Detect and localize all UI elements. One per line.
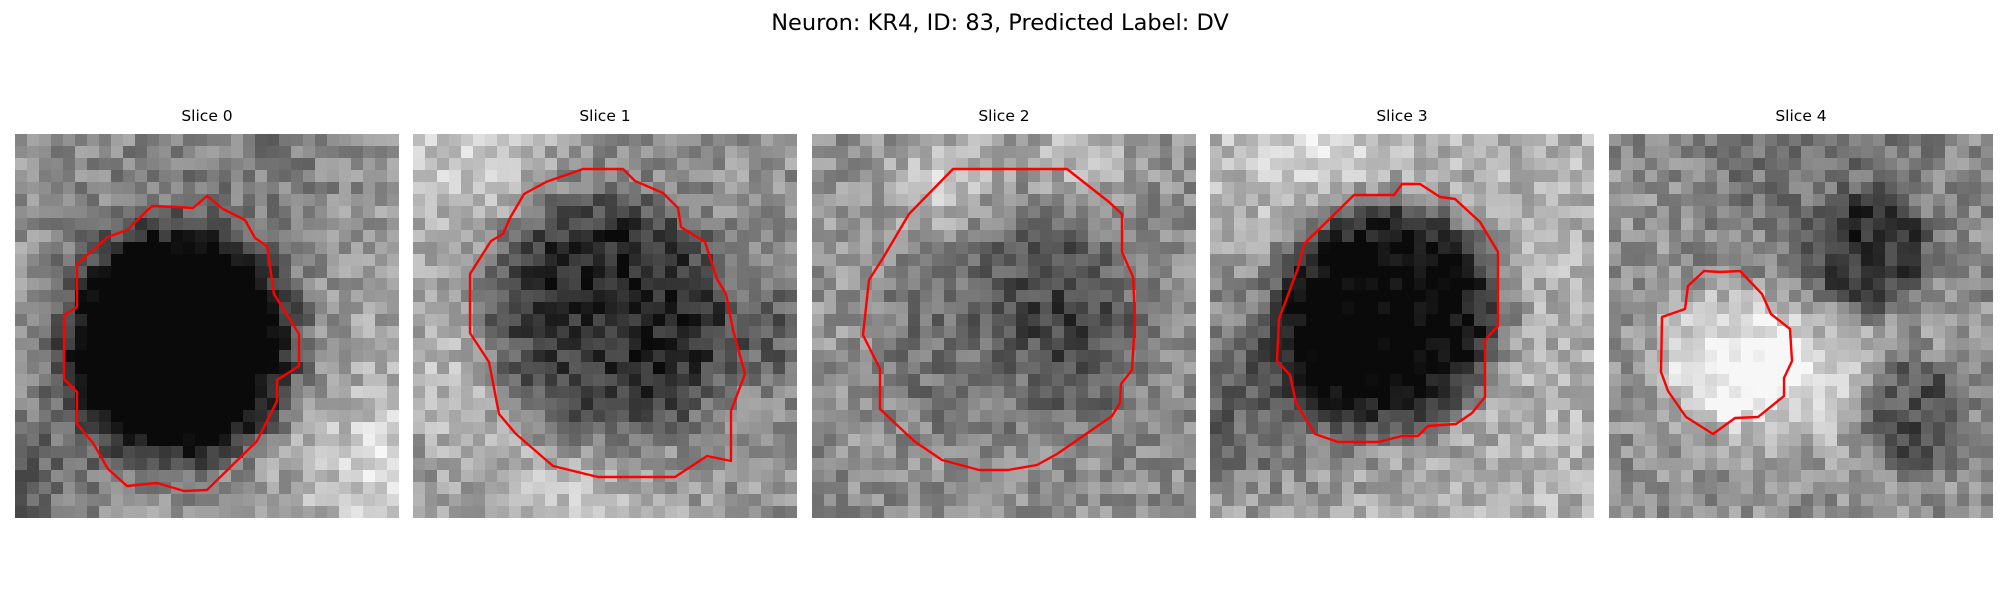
neuron-contour xyxy=(861,167,1137,472)
noise-grid xyxy=(413,134,797,518)
slice-image xyxy=(812,134,1196,518)
neuron-contour xyxy=(1275,182,1500,444)
slice-title: Slice 1 xyxy=(579,107,631,125)
neuron-contour xyxy=(468,167,747,479)
slice-image xyxy=(413,134,797,518)
slice-title: Slice 4 xyxy=(1775,107,1827,125)
slice-title: Slice 3 xyxy=(1376,107,1428,125)
slice-title: Slice 2 xyxy=(978,107,1030,125)
slice-image xyxy=(1210,134,1594,518)
slice-image xyxy=(15,134,399,518)
figure-title: Neuron: KR4, ID: 83, Predicted Label: DV xyxy=(771,10,1229,36)
neuron-contour xyxy=(62,194,301,493)
slice-image xyxy=(1609,134,1993,518)
noise-grid xyxy=(1609,134,1993,518)
noise-grid xyxy=(15,134,399,518)
noise-grid xyxy=(1210,134,1594,518)
noise-grid xyxy=(812,134,1196,518)
slice-title: Slice 0 xyxy=(181,107,233,125)
neuron-contour xyxy=(1659,269,1794,436)
